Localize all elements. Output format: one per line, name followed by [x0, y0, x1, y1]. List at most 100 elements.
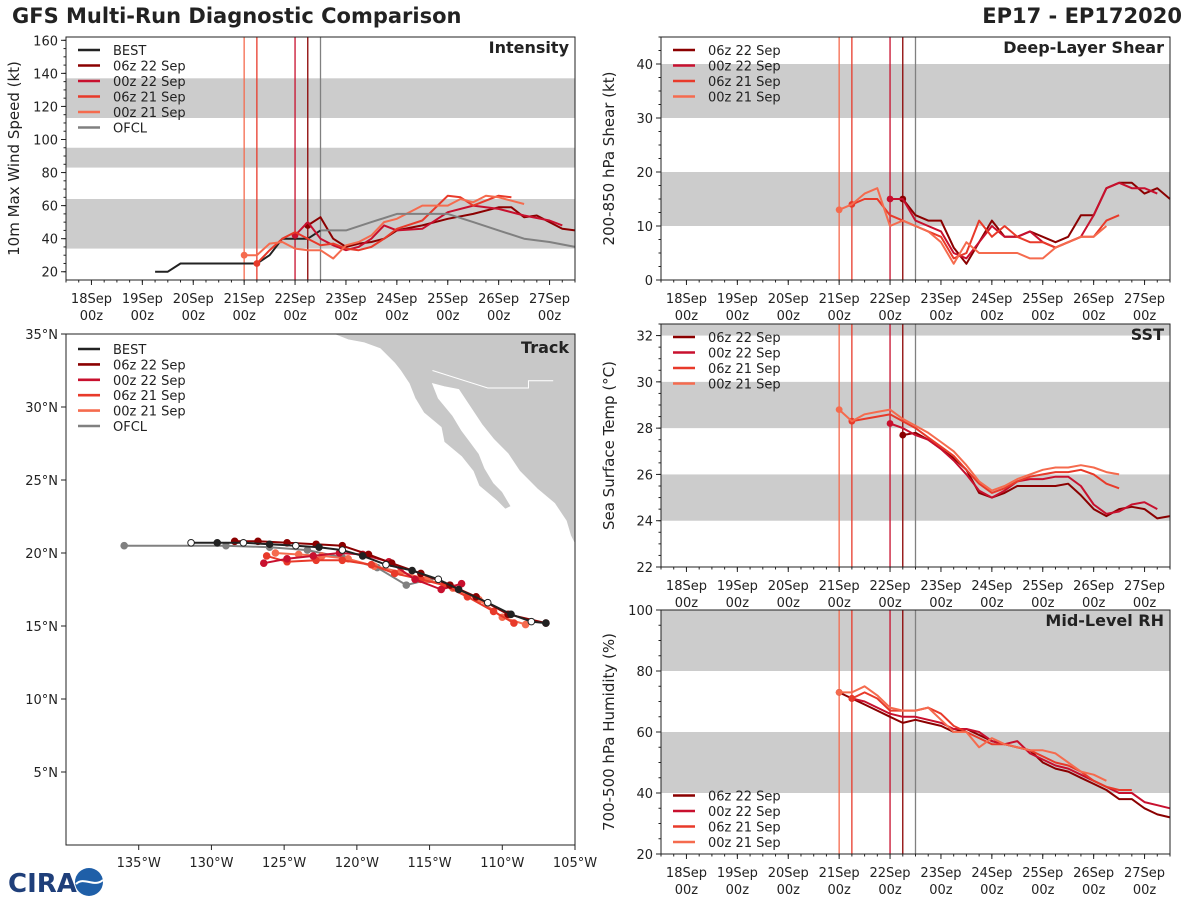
track-point	[367, 560, 376, 569]
y-tick-label: 80	[41, 167, 58, 182]
track-point	[390, 569, 399, 578]
y-tick-label: 100	[628, 604, 653, 619]
y-tick-label: 100	[33, 133, 58, 148]
series-start-marker	[848, 695, 856, 702]
x-tick-label: 00z	[777, 596, 801, 611]
y-axis-label: 700-500 hPa Humidity (%)	[600, 633, 618, 831]
track-point	[303, 546, 312, 554]
cira-logo: CIRA	[6, 866, 116, 902]
x-tick-label: 25Sep	[427, 292, 468, 307]
x-tick-label: 20Sep	[768, 292, 809, 307]
legend-label: OFCL	[113, 420, 148, 435]
legend-label: 00z 22 Sep	[708, 805, 781, 820]
y-tick-label: 10	[636, 220, 653, 235]
track-point	[411, 575, 419, 584]
x-tick-label: 23Sep	[920, 866, 961, 881]
y-tick-label: 15°N	[25, 620, 58, 635]
x-tick-label: 22Sep	[275, 292, 316, 307]
x-tick-label: 00z	[980, 309, 1004, 324]
series-line	[839, 685, 1107, 782]
y-tick-label: 26	[636, 468, 653, 483]
x-tick-label: 19Sep	[122, 292, 163, 307]
x-tick-label: 25Sep	[1022, 579, 1063, 594]
x-tick-label: 20Sep	[768, 866, 809, 881]
x-tick-label: 00z	[726, 309, 750, 324]
x-tick-label: 00z	[80, 309, 104, 324]
x-tick-label: 27Sep	[529, 292, 570, 307]
panel-title: Mid-Level RH	[1045, 611, 1164, 630]
x-tick-label: 18Sep	[666, 292, 707, 307]
y-tick-label: 30	[636, 112, 653, 127]
x-tick-label: 24Sep	[971, 292, 1012, 307]
x-tick-label: 19Sep	[717, 579, 758, 594]
x-tick-label: 00z	[1082, 596, 1106, 611]
x-tick-label: 00z	[827, 883, 851, 898]
series-start-marker	[835, 406, 843, 414]
country-border	[432, 370, 554, 389]
panel-rh: 20 40 60 80 100 18Sep 00z 19Sep 00z 20Sep 00z 21Sep…	[600, 604, 1171, 898]
storm-id-label: EP17 - EP172020	[982, 4, 1182, 28]
y-tick-label: 0	[645, 274, 653, 289]
x-tick-label: 24Sep	[971, 866, 1012, 881]
panel-intensity: 20 40 60 80 100 120 140 160 18Sep 00z 19Sep 00z 20Se…	[5, 34, 576, 324]
legend-label: 06z 22 Sep	[113, 358, 186, 373]
y-tick-label: 22	[636, 561, 653, 576]
x-tick-label: 24Sep	[971, 579, 1012, 594]
x-tick-label: 00z	[1082, 309, 1106, 324]
x-tick-label: 00z	[726, 596, 750, 611]
y-tick-label: 20	[41, 266, 58, 281]
x-tick-label: 00z	[878, 596, 902, 611]
x-tick-label: 00z	[1133, 596, 1157, 611]
track-point	[437, 585, 446, 594]
x-tick-label: 00z	[827, 309, 851, 324]
land-mass	[333, 334, 575, 545]
legend-label: 00z 21 Sep	[708, 836, 781, 851]
legend-label: OFCL	[113, 122, 148, 137]
series-start-marker	[886, 195, 894, 203]
track-point	[457, 579, 466, 588]
x-tick-label: 21Sep	[819, 579, 860, 594]
x-tick-label: 00z	[283, 309, 307, 324]
y-tick-label: 60	[636, 726, 653, 741]
track-point	[521, 620, 530, 629]
x-tick-label: 26Sep	[1073, 866, 1114, 881]
series-start-marker	[886, 420, 894, 427]
track-point	[510, 619, 518, 627]
legend-label: 00z 22 Sep	[113, 75, 186, 90]
y-tick-label: 24	[636, 515, 653, 530]
panel-track: 135°W 130°W 125°W 120°W 115°W 110°W 105°W 5°N 10…	[25, 328, 597, 871]
y-tick-label: 20°N	[25, 547, 58, 562]
series-line	[307, 206, 576, 248]
x-tick-label: 00z	[1031, 883, 1055, 898]
x-tick-label: 20Sep	[173, 292, 214, 307]
x-tick-label: 19Sep	[717, 292, 758, 307]
series-start-marker	[899, 431, 907, 439]
track-point	[239, 538, 248, 547]
legend-label: 06z 21 Sep	[113, 389, 186, 404]
x-tick-label: 125°W	[262, 856, 306, 871]
series-line	[320, 212, 576, 248]
track-point	[309, 552, 318, 560]
series-line	[902, 181, 1171, 265]
series-start-marker	[835, 206, 843, 214]
track-point	[408, 566, 416, 575]
page-title: GFS Multi-Run Diagnostic Comparison	[12, 4, 462, 28]
x-tick-label: 00z	[929, 596, 953, 611]
x-tick-label: 00z	[878, 309, 902, 324]
map-frame	[65, 333, 576, 846]
y-tick-label: 28	[636, 422, 653, 437]
x-tick-label: 00z	[980, 883, 1004, 898]
track-point	[338, 556, 347, 565]
legend-label: 00z 22 Sep	[708, 347, 781, 362]
x-tick-label: 27Sep	[1124, 292, 1165, 307]
x-tick-label: 18Sep	[666, 866, 707, 881]
x-tick-label: 00z	[675, 596, 699, 611]
x-tick-label: 00z	[929, 883, 953, 898]
x-tick-label: 130°W	[189, 856, 233, 871]
x-tick-label: 21Sep	[819, 292, 860, 307]
legend-label: 00z 21 Sep	[113, 106, 186, 121]
track-point	[265, 540, 274, 549]
x-tick-label: 00z	[675, 883, 699, 898]
x-tick-label: 26Sep	[1073, 292, 1114, 307]
x-tick-label: 00z	[827, 596, 851, 611]
